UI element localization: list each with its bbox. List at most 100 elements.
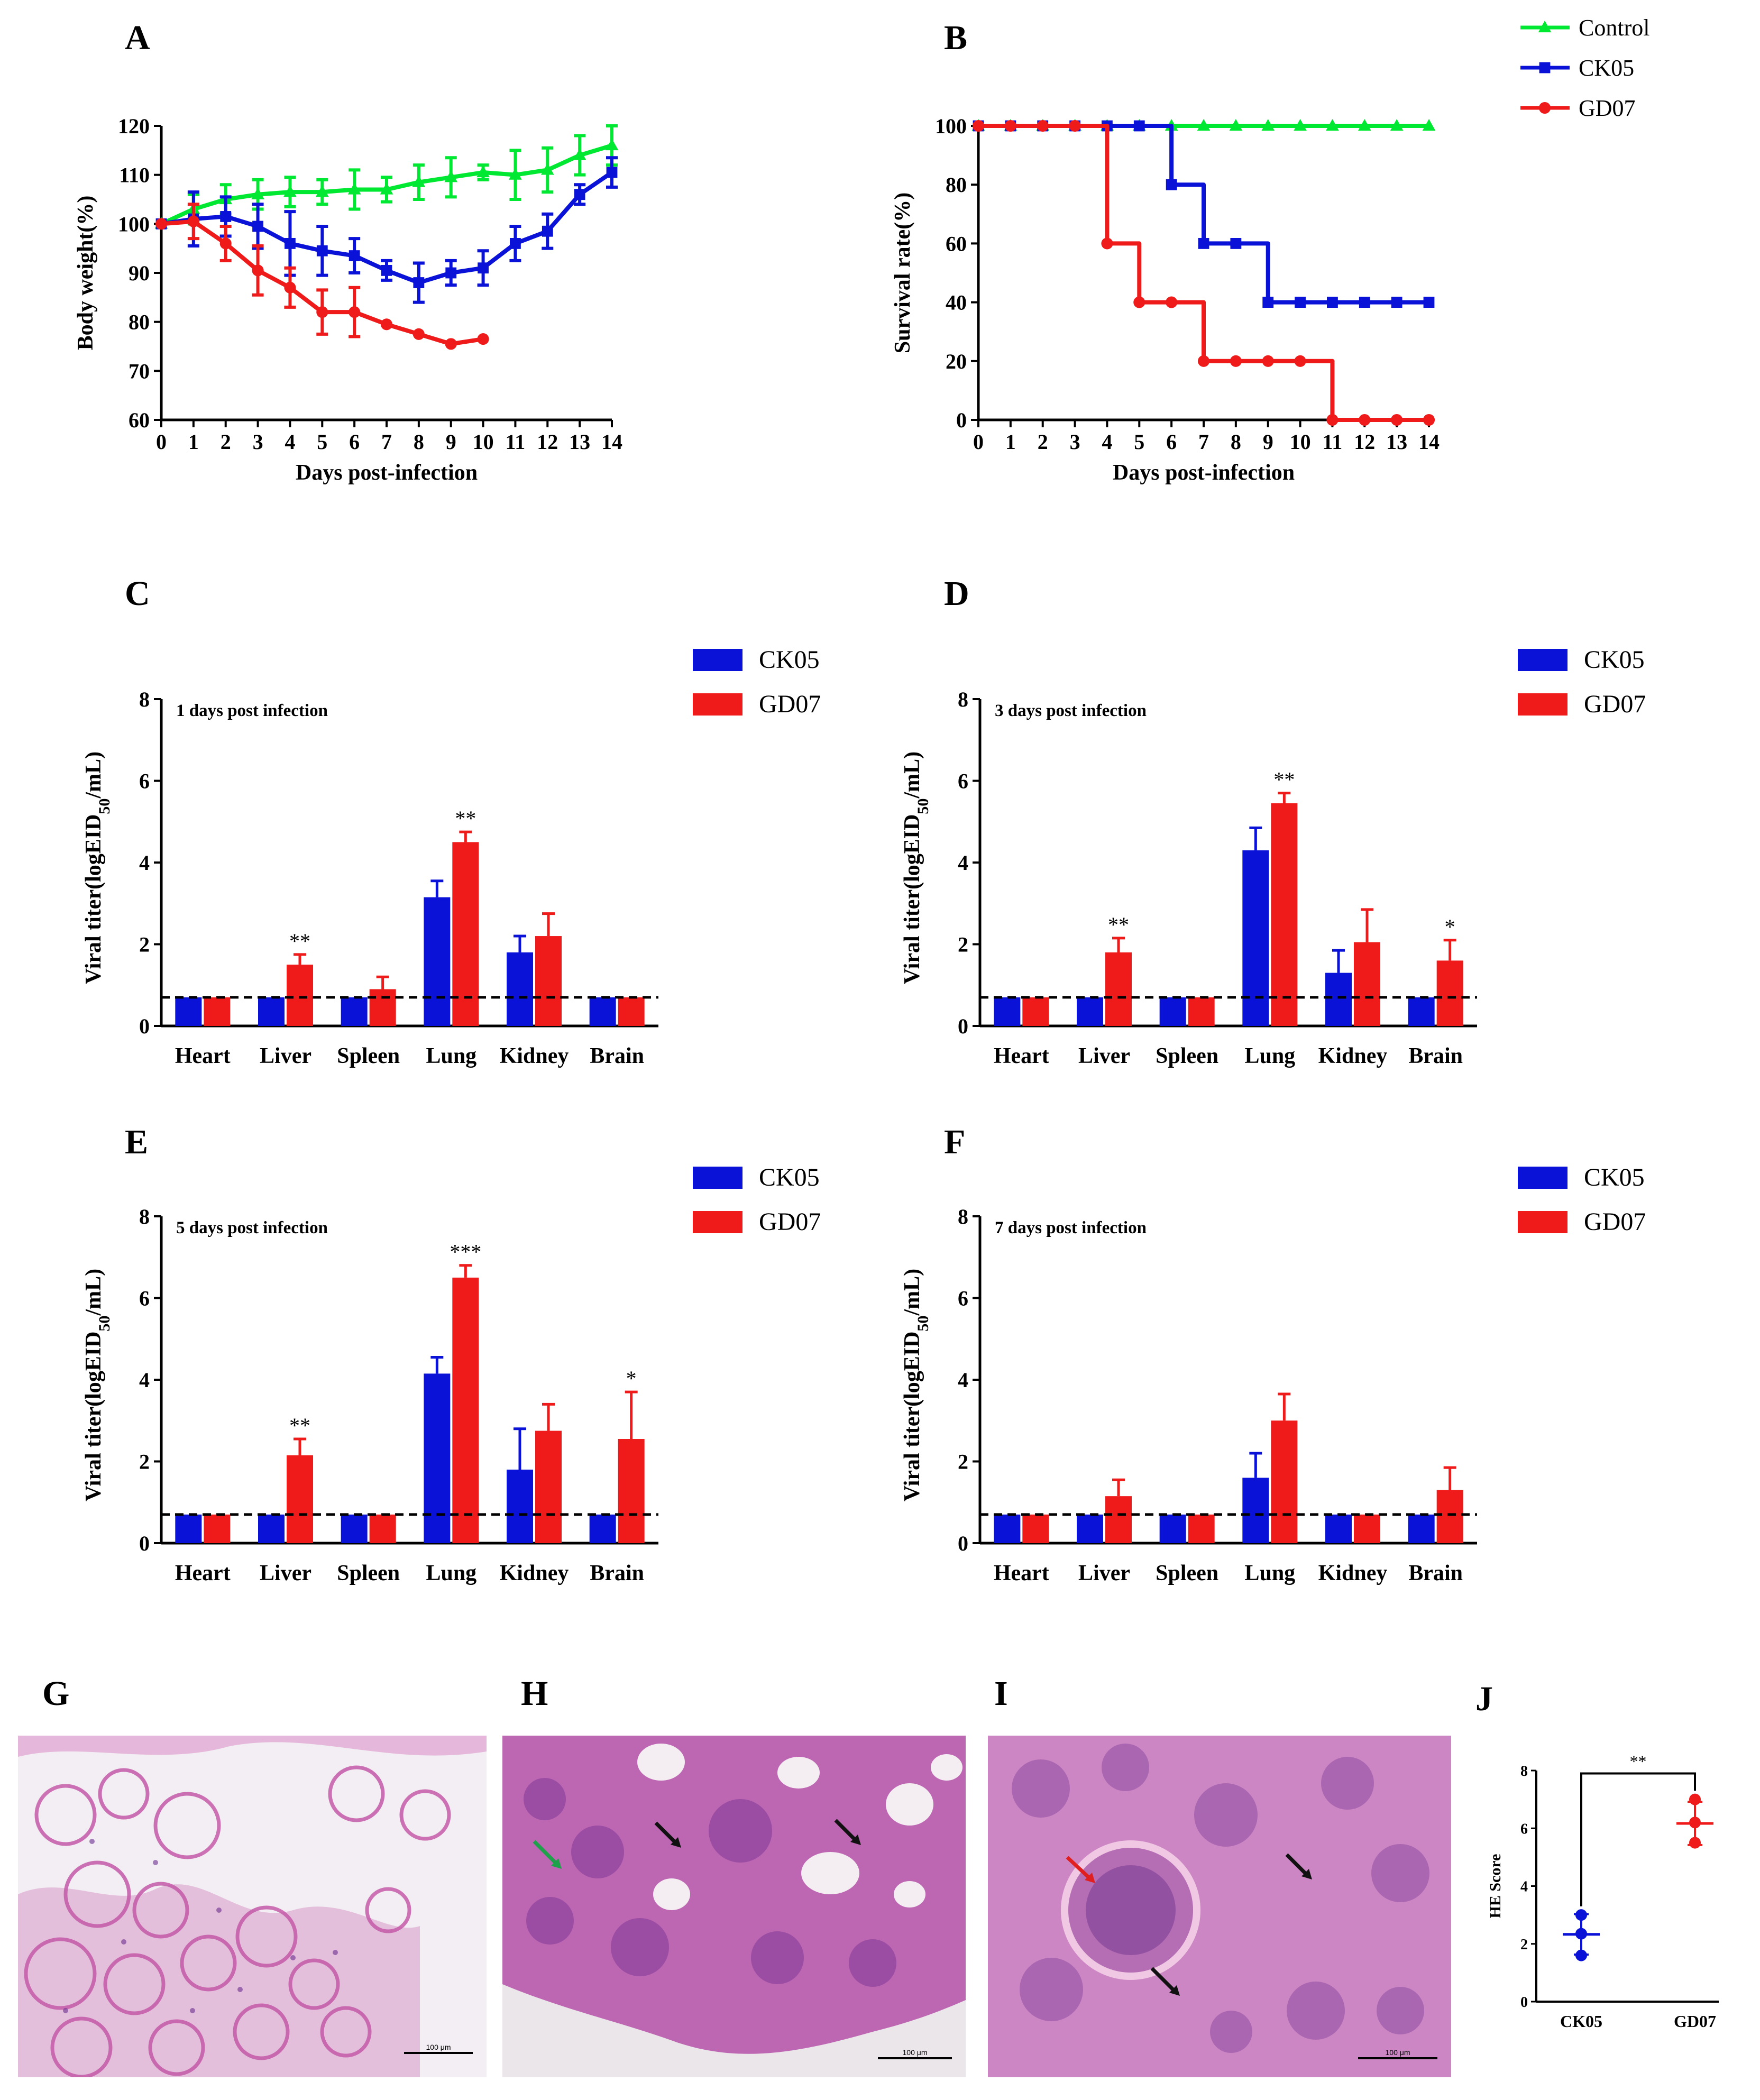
x-tick-label: 8 — [1231, 430, 1241, 454]
x-tick-label: Lung — [426, 1561, 476, 1585]
data-point — [155, 218, 168, 230]
x-tick-label: 7 — [1198, 430, 1209, 454]
data-point — [1575, 1928, 1587, 1940]
y-axis-label-tail: /mL) — [81, 751, 106, 799]
y-axis-label: Viral titer(logEID50/mL) — [900, 751, 932, 984]
data-point — [316, 306, 328, 318]
data-point — [1229, 119, 1243, 131]
x-tick-label: CK05 — [1560, 2012, 1602, 2031]
x-tick-label: 1 — [188, 430, 199, 454]
y-axis-label: Body weight(%) — [74, 196, 98, 351]
legend: CK05 GD07 — [693, 1163, 821, 1236]
y-tick-label: 0 — [139, 1532, 150, 1555]
y-tick-label: 6 — [958, 769, 968, 793]
legend-marker — [1538, 102, 1551, 114]
y-tick-label: 0 — [958, 1532, 968, 1555]
data-point — [1262, 297, 1274, 308]
x-tick-label: 11 — [1323, 430, 1343, 454]
legend-label: GD07 — [1584, 690, 1646, 718]
data-point — [1358, 119, 1371, 131]
data-point — [476, 166, 490, 178]
panel-letter-g: G — [42, 1674, 70, 1713]
legend-label: GD07 — [759, 1208, 821, 1236]
data-point — [540, 163, 554, 175]
x-tick-label: GD07 — [1674, 2012, 1716, 2031]
bar-gd07 — [1105, 1496, 1132, 1543]
x-tick-label: Brain — [1408, 1561, 1463, 1585]
y-axis-label-main: Viral titer(logEID — [81, 1332, 106, 1502]
series-line — [978, 124, 1429, 305]
data-point — [1423, 414, 1435, 426]
y-axis-label-sub: 50 — [914, 1316, 932, 1332]
data-point — [219, 237, 232, 250]
data-point — [1423, 297, 1435, 308]
data-point — [1197, 119, 1211, 131]
data-point — [1101, 237, 1113, 250]
legend-swatch — [1518, 649, 1568, 671]
legend-swatch — [1518, 693, 1568, 716]
data-point — [1197, 355, 1210, 367]
bar-ck05 — [589, 1514, 616, 1543]
bar-gd07 — [287, 1455, 313, 1543]
scale-label-i: 100 μm — [1386, 2048, 1410, 2057]
y-tick-label: 6 — [1520, 1821, 1528, 1837]
x-tick-label: 6 — [349, 430, 360, 454]
data-point — [1326, 119, 1339, 131]
x-tick-label: Lung — [1244, 1561, 1295, 1585]
x-tick-label: 7 — [381, 430, 392, 454]
x-tick-label: Brain — [1408, 1044, 1463, 1068]
bar-ck05 — [1408, 997, 1435, 1026]
bar-gd07 — [1354, 1514, 1380, 1543]
x-tick-label: Lung — [426, 1044, 476, 1068]
bar-gd07 — [1354, 942, 1380, 1026]
bar-ck05 — [1325, 1514, 1352, 1543]
panel-letter-a: A — [125, 19, 150, 57]
data-point — [1390, 119, 1404, 131]
panel-letter-f: F — [944, 1123, 966, 1161]
y-axis-label-sub: 50 — [96, 1316, 113, 1332]
x-tick-label: Kidney — [500, 1561, 569, 1585]
legend-marker — [1539, 62, 1551, 74]
data-point — [542, 225, 553, 237]
y-tick-label: 120 — [118, 114, 150, 138]
data-point — [347, 182, 361, 195]
x-tick-label: 9 — [1263, 430, 1273, 454]
data-point — [1004, 120, 1016, 132]
y-axis-label: Viral titer(logEID50/mL) — [81, 1269, 113, 1501]
x-tick-label: 4 — [285, 430, 295, 454]
bar-gd07 — [287, 965, 313, 1026]
data-point — [574, 189, 585, 200]
x-tick-label: 1 — [1005, 430, 1016, 454]
data-point — [444, 170, 458, 182]
y-axis-label-sub: 50 — [914, 799, 932, 814]
bar-gd07 — [369, 989, 396, 1026]
data-point — [1295, 297, 1306, 308]
data-point — [1294, 355, 1306, 367]
x-tick-label: Kidney — [500, 1044, 569, 1068]
data-point — [1327, 297, 1338, 308]
data-point — [187, 215, 199, 227]
bar-ck05 — [424, 1373, 451, 1543]
y-tick-label: 90 — [129, 261, 150, 285]
bar-gd07 — [1436, 1490, 1463, 1543]
bar-ck05 — [1159, 997, 1186, 1026]
bar-ck05 — [1077, 997, 1103, 1026]
bar-gd07 — [1271, 1420, 1298, 1543]
x-tick-label: Liver — [260, 1044, 311, 1068]
x-tick-label: 10 — [1290, 430, 1311, 454]
data-point — [412, 328, 425, 340]
x-tick-label: 2 — [1038, 430, 1048, 454]
bar-ck05 — [258, 1514, 285, 1543]
legend-label: Control — [1579, 15, 1649, 41]
x-tick-label: Spleen — [337, 1044, 400, 1068]
legend-swatch — [693, 649, 742, 671]
bar-ck05 — [1242, 1478, 1269, 1543]
y-axis-label-main: Viral titer(logEID — [900, 1332, 924, 1502]
legend: CK05 GD07 — [1518, 646, 1646, 718]
significance-label: ** — [1630, 1751, 1647, 1771]
bar-gd07 — [535, 1430, 562, 1543]
bar-gd07 — [1436, 960, 1463, 1026]
significance-bracket — [1580, 1772, 1696, 1906]
data-point — [1166, 179, 1177, 190]
significance-label: ** — [455, 806, 476, 830]
